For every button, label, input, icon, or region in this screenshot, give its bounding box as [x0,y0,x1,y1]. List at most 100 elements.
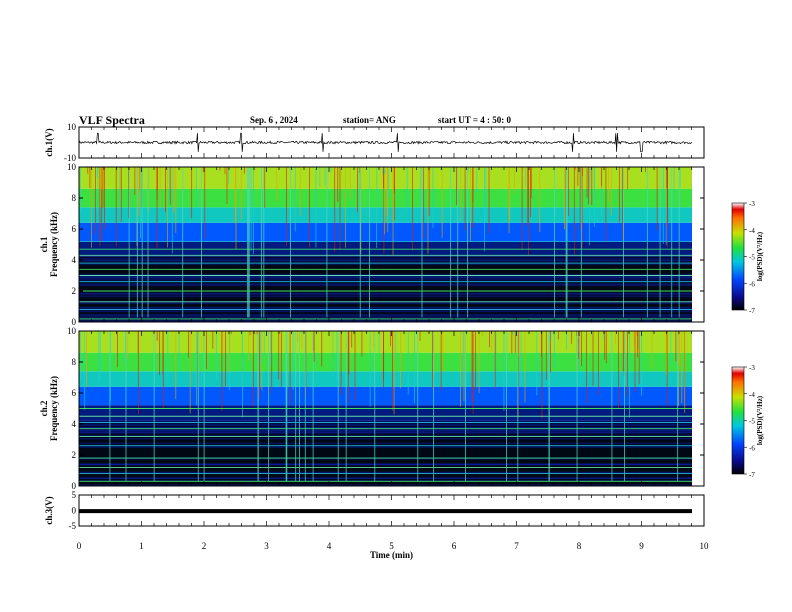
ch2-spectrogram-noise-row-0 [79,437,692,440]
xtick-label-7: 7 [514,541,519,551]
ch3-waveform-ylabel: ch.3(V) [44,496,54,524]
ch1-spectrogram-noise-row-15 [79,278,692,280]
ch2-spectrogram-ylabel-freq: Frequency (kHz) [49,376,59,441]
ch1-spectrogram-noise-row-19 [79,313,692,316]
ch2-spectrogram-noise-row-17 [79,428,692,430]
ch1-spectrogram-colorbar [731,202,745,311]
ch1-spectrogram-noise-row-22 [79,276,692,279]
ch2-spectrogram-ytick-8: 8 [72,357,77,367]
ch1-spectrogram-blank [692,167,704,322]
ch1-spectrogram-noise-row-8 [79,292,692,295]
ch1-spectrogram-band-4 [79,188,692,208]
ch2-spectrogram-band-4 [79,352,692,372]
figure-title: VLF Spectra [79,113,145,127]
ch2-spectrogram-noise-row-16 [79,429,692,432]
xtick-label-5: 5 [389,541,394,551]
ch1-spectrogram-band-5 [79,167,692,189]
ch1-waveform-ylabel: ch.1(V) [44,128,54,156]
xtick-label-8: 8 [577,541,582,551]
ch2-spectrogram-cb-tick--6: -6 [749,444,755,452]
ch1-spectrogram-cb-label: log(PSD)(V²/Hz) [756,231,764,281]
station-label: station= ANG [343,115,396,125]
ch1-spectrogram-noise-row-10 [79,295,692,298]
ch2-spectrogram-noise-row-24 [79,477,692,479]
x-axis-label: Time (min) [370,550,413,560]
ch2-spectrogram-cb-label: log(PSD)(V²/Hz) [756,395,764,445]
ch1-waveform-trace [78,132,693,153]
ch1-spectrogram-ylabel-freq: Frequency (kHz) [49,212,59,277]
ch1-spectrogram-ytick-6: 6 [72,224,77,234]
ch3-waveform-ytick-5: 5 [72,490,77,500]
ch2-spectrogram-band-3 [79,371,692,387]
ch1-spectrogram-noise-row-3 [79,284,692,287]
ch2-spectrogram-ytick-10: 10 [67,326,77,336]
ch2-spectrogram-cb-tick--5: -5 [749,418,755,426]
ch2-spectrogram-noise-row-4 [79,434,692,437]
ch1-spectrogram-band-0 [79,256,692,322]
ch3-waveform-trace [79,509,692,514]
ch2-spectrogram-ylabel-ch: ch.2 [39,400,49,416]
ch1-spectrogram-cb-tick--6: -6 [749,280,755,288]
ch1-spectrogram-cb-tick--4: -4 [749,227,755,235]
ch1-spectrogram-noise-row-4 [79,310,692,313]
ch2-spectrogram-ytick-4: 4 [72,419,77,429]
ch1-waveform-ytick-10: 10 [67,122,77,132]
ch1-spectrogram-ytick-0: 0 [72,317,77,327]
ch2-spectrogram-noise-row-19 [79,463,692,465]
ch2-spectrogram-noise-row-20 [79,442,692,445]
ch2-spectrogram-band-5 [79,331,692,353]
ch1-spectrogram-noise-row-25 [79,317,692,319]
ch1-spectrogram-cb-tick--5: -5 [749,254,755,262]
ch3-waveform-ytick--5: -5 [69,521,77,531]
ch1-waveform-ytick--10: -10 [64,153,76,163]
date-label: Sep. 6 , 2024 [250,115,298,125]
ch1-spectrogram-ytick-2: 2 [72,286,77,296]
ch1-spectrogram-noise-row-6 [79,275,692,277]
ch2-spectrogram-noise-row-14 [79,484,692,486]
ch1-spectrogram-noise-row-18 [79,315,692,317]
ch2-spectrogram-noise-row-22 [79,432,692,434]
xtick-label-2: 2 [202,541,207,551]
ch1-spectrogram-noise-row-24 [79,259,692,262]
ch1-spectrogram-noise-row-11 [79,308,692,310]
xtick-label-10: 10 [700,541,710,551]
start-ut-label: start UT = 4 : 50: 0 [438,115,511,125]
ch1-spectrogram-band-3 [79,207,692,223]
ch2-spectrogram-noise-row-18 [79,424,692,427]
ch1-spectrogram-ytick-8: 8 [72,193,77,203]
ch1-spectrogram-ylabel-ch: ch.1 [39,236,49,252]
ch2-spectrogram-noise-row-8 [79,427,692,429]
ch1-spectrogram-noise-row-20 [79,273,692,276]
ch1-spectrogram-cb-tick--3: -3 [749,200,755,208]
ch2-spectrogram-noise-row-23 [79,471,692,474]
ch1-spectrogram-noise-row-7 [79,302,692,305]
ch2-spectrogram-cb-tick--4: -4 [749,391,755,399]
xtick-label-3: 3 [264,541,269,551]
ch1-spectrogram-ytick-10: 10 [67,162,77,172]
ch2-spectrogram-noise-row-21 [79,446,692,448]
ch1-spectrogram-cb-tick--7: -7 [749,307,755,315]
xtick-label-6: 6 [452,541,457,551]
ch1-spectrogram-noise-row-2 [79,263,692,265]
ch1-spectrogram-noise-row-1 [79,257,692,260]
ch1-spectrogram-ytick-4: 4 [72,255,77,265]
ch3-waveform-ytick-0: 0 [72,506,77,516]
ch2-spectrogram-ytick-6: 6 [72,388,77,398]
ch1-spectrogram-noise-row-23 [79,283,692,285]
ch2-spectrogram-noise-row-5 [79,423,692,425]
xtick-label-0: 0 [77,541,82,551]
xtick-label-4: 4 [327,541,332,551]
ch2-spectrogram-cb-tick--7: -7 [749,471,755,479]
ch2-spectrogram-ytick-2: 2 [72,450,77,460]
ch1-spectrogram-noise-row-5 [79,293,692,296]
ch2-spectrogram-ytick-0: 0 [72,481,77,491]
ch1-spectrogram-band-2 [79,222,692,242]
ch2-spectrogram-colorbar [731,366,745,475]
ch2-spectrogram-band-2 [79,386,692,406]
xtick-label-1: 1 [139,541,144,551]
ch2-spectrogram-cb-tick--3: -3 [749,364,755,372]
ch1-spectrogram-noise-row-14 [79,280,692,282]
ch2-spectrogram-band-1 [79,405,692,421]
ch2-spectrogram-blank [692,331,704,486]
